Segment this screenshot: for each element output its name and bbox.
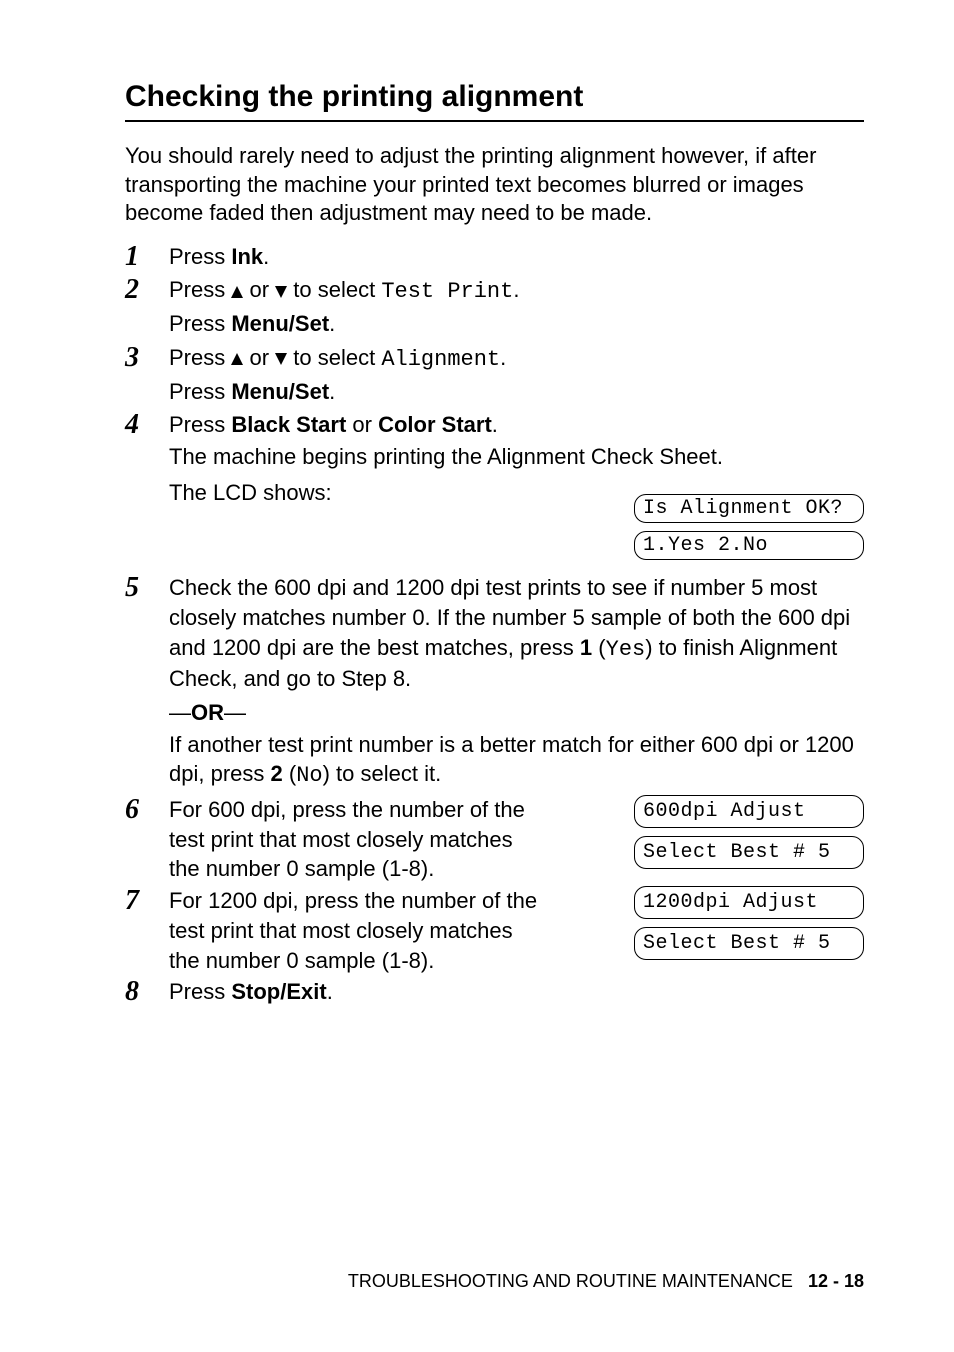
footer-section: TROUBLESHOOTING AND ROUTINE MAINTENANCE [348,1271,793,1291]
step-text: For 1200 dpi, press the number of the te… [169,886,539,975]
step-text: Press [169,345,231,370]
step-number: 6 [125,795,169,826]
lcd-display: Select Best # 5 [634,927,864,960]
step-text: ) to select it. [323,761,442,786]
key-label: Ink [231,244,263,269]
step-number: 7 [125,886,169,917]
step-text: Press [169,311,231,336]
key-label: 1 [580,635,592,660]
lcd-option: Yes [606,637,646,662]
key-label: Menu/Set [231,379,329,404]
key-label: 2 [271,761,283,786]
lcd-option: Alignment [381,347,500,372]
step-text: or [243,277,275,302]
lcd-option: Test Print [381,279,513,304]
lcd-option: No [296,763,322,788]
lcd-group: Is Alignment OK? 1.Yes 2.No [634,494,864,568]
step-text: . [327,979,333,1004]
footer-page: 12 - 18 [808,1271,864,1291]
step-text: . [329,379,335,404]
down-arrow-icon [275,353,287,365]
step-6: 6 For 600 dpi, press the number of the t… [125,795,864,884]
step-text: or [346,412,378,437]
step-1: 1 Press Ink. [125,242,864,274]
step-text: or [243,345,275,370]
step-number: 4 [125,410,169,441]
up-arrow-icon [231,353,243,365]
step-text: . [513,277,519,302]
step-7: 7 For 1200 dpi, press the number of the … [125,886,864,975]
or-label: OR [191,700,224,725]
key-label: Black Start [231,412,346,437]
step-text: Press [169,979,231,1004]
step-text: . [500,345,506,370]
step-text: The machine begins printing the Alignmen… [169,442,864,472]
key-label: Menu/Set [231,311,329,336]
step-8: 8 Press Stop/Exit. [125,977,864,1009]
step-text: — [169,700,191,725]
step-text: Press [169,412,231,437]
key-label: Color Start [378,412,492,437]
step-number: 5 [125,573,169,604]
step-text: . [329,311,335,336]
down-arrow-icon [275,286,287,298]
step-text: Press [169,244,231,269]
step-text: Press [169,379,231,404]
step-3: 3 Press or to select Alignment. Press Me… [125,343,864,408]
page-footer: TROUBLESHOOTING AND ROUTINE MAINTENANCE … [348,1271,864,1292]
lcd-display: Is Alignment OK? [634,494,864,523]
intro-paragraph: You should rarely need to adjust the pri… [125,142,864,228]
step-list: 1 Press Ink. 2 Press or to select Test P… [125,242,864,1009]
step-number: 8 [125,977,169,1008]
step-number: 1 [125,242,169,273]
step-number: 3 [125,343,169,374]
step-text: . [263,244,269,269]
step-text: ( [592,635,605,660]
lcd-display: Select Best # 5 [634,836,864,869]
step-text: Press [169,277,231,302]
step-5: 5 Check the 600 dpi and 1200 dpi test pr… [125,573,864,793]
step-2: 2 Press or to select Test Print. Press M… [125,275,864,340]
lcd-display: 1.Yes 2.No [634,531,864,560]
key-label: Stop/Exit [231,979,326,1004]
step-text: For 600 dpi, press the number of the tes… [169,795,539,884]
lcd-display: 600dpi Adjust [634,795,864,828]
section-title: Checking the printing alignment [125,80,864,122]
lcd-display: 1200dpi Adjust [634,886,864,919]
step-text: to select [287,277,381,302]
step-text: — [224,700,246,725]
up-arrow-icon [231,286,243,298]
step-number: 2 [125,275,169,306]
step-text: to select [287,345,381,370]
step-text: ( [283,761,296,786]
step-text: . [492,412,498,437]
